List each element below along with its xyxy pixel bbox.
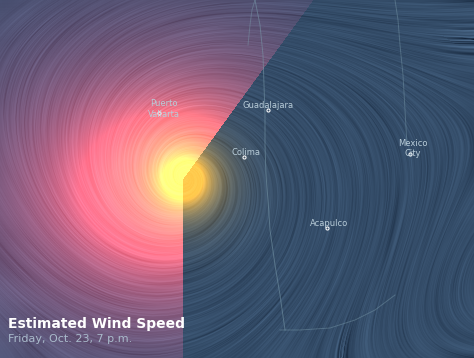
Text: Friday, Oct. 23, 7 p.m.: Friday, Oct. 23, 7 p.m. [8, 334, 132, 344]
Text: Mexico
City: Mexico City [398, 139, 427, 158]
Text: Guadalajara: Guadalajara [242, 101, 293, 110]
Text: Estimated Wind Speed: Estimated Wind Speed [8, 317, 185, 331]
Text: Puerto
Vallarta: Puerto Vallarta [147, 100, 180, 119]
Text: Acapulco: Acapulco [310, 219, 348, 228]
Text: Colima: Colima [232, 147, 261, 157]
